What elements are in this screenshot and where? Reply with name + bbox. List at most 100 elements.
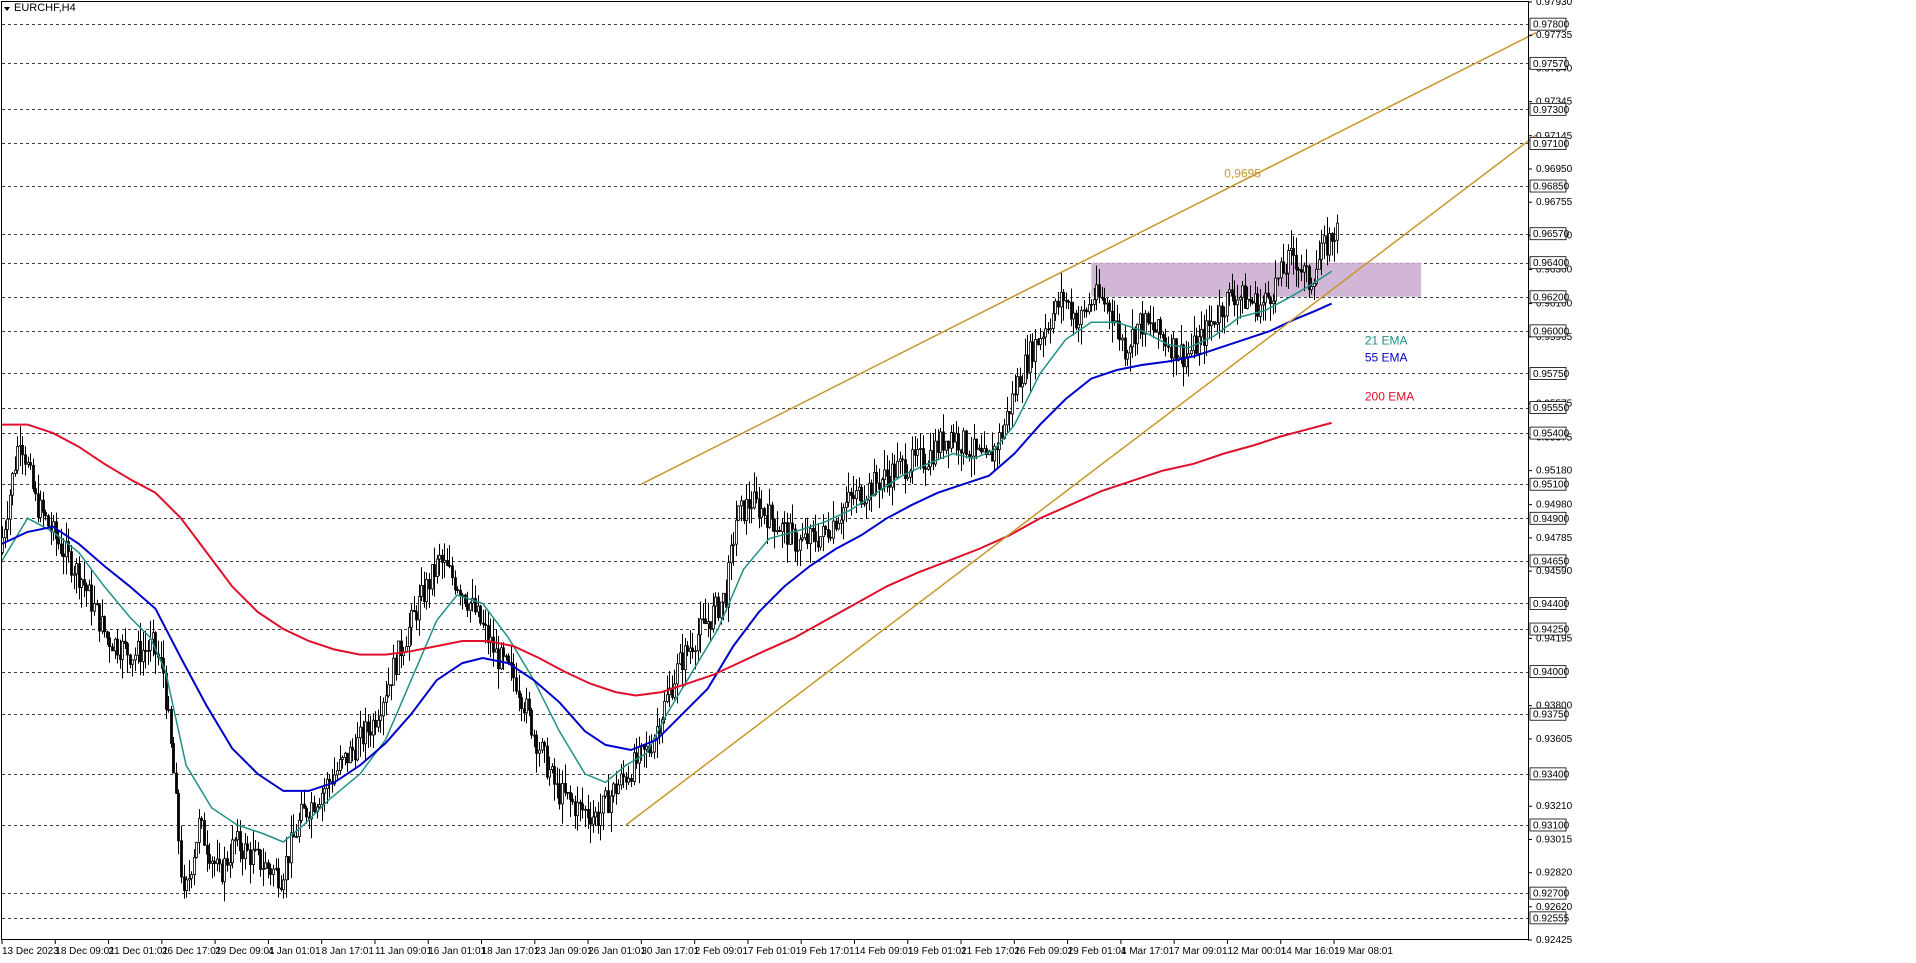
time-tick-label: 7 Mar 09:01 [1174,946,1228,957]
candlesticks [1,214,1339,902]
candle-body [223,858,226,883]
candle-body [610,795,613,814]
candle-body [1072,312,1075,320]
candle-body [520,697,523,710]
trend-channel [625,32,1537,826]
price-level-tag [1529,597,1567,610]
price-level-tag-label: 0.95750 [1533,369,1570,380]
candle-body [922,448,925,469]
candle-body [837,522,840,530]
candle-body [1315,268,1318,284]
candle-body [1241,285,1244,298]
candle-body [47,515,50,527]
channel-line [625,134,1537,826]
candle-body [303,803,306,809]
candle-body [356,737,359,761]
candle-body [584,808,587,811]
candle-body [62,553,65,558]
candle-body [229,862,232,866]
candle-body [546,745,549,778]
candle-body [709,621,712,630]
candle-body [942,431,945,451]
price-tick-label: 0.93015 [1536,834,1573,845]
candle-body [1182,344,1185,368]
candle-body [502,647,505,657]
candle-body [75,563,78,575]
candle-body [349,746,352,764]
candle-body [333,774,336,785]
price-level-tag-label: 0.93750 [1533,710,1570,721]
candle-body [607,790,610,814]
candle-body [170,708,173,744]
candle-body [1162,334,1165,339]
symbol-title: EURCHF,H4 [14,2,76,14]
candle-body [1308,265,1311,291]
candle-body [975,438,978,450]
price-level-tag [1529,511,1567,525]
candle-body [425,579,428,603]
candle-body [633,752,636,782]
candle-body [783,522,786,525]
candle-body [1228,289,1231,294]
candle-body [466,603,469,611]
dropdown-triangle-icon[interactable] [4,7,10,11]
candle-body [1054,300,1057,315]
price-level-tag [1529,554,1567,568]
ema-line [1,302,1333,792]
candle-body [1223,315,1226,318]
candle-body [116,638,119,656]
candle-body [379,715,382,721]
time-tick-label: 18 Dec 09:01 [55,946,115,957]
symbol-header[interactable]: EURCHF,H4 [4,2,76,14]
candle-body [29,462,32,466]
candle-body [1231,289,1234,297]
candle-body [1318,259,1321,270]
candle-body [581,803,584,811]
candle-body [863,502,866,505]
candle-body [753,491,756,509]
candle-body [487,625,490,643]
candle-body [167,708,170,711]
candle-body [339,759,342,771]
candle-body [323,788,326,794]
candle-body [1264,292,1267,304]
candle-body [1052,313,1055,329]
candle-body [142,649,145,663]
time-tick-label: 23 Jan 09:01 [535,946,593,957]
candle-body [1070,301,1073,320]
candle-body [645,745,648,750]
candle-body [42,499,45,513]
candle-body [796,549,799,552]
candle-body [745,499,748,521]
price-level-tag-label: 0.96570 [1533,229,1570,240]
candle-body [318,804,321,808]
candle-body [694,650,697,653]
price-axis[interactable]: 0.979300.977350.975400.973450.971450.969… [1528,0,1573,946]
candle-body [727,562,730,608]
candle-body [231,839,234,864]
time-tick-label: 26 Jan 01:01 [588,946,646,957]
candle-body [44,512,47,517]
candle-body [1077,324,1080,329]
candle-body [929,450,932,468]
candle-body [415,611,418,621]
candle-body [78,563,81,588]
candle-body [911,449,914,472]
candle-body [518,690,521,698]
price-tick-label: 0.92620 [1536,902,1573,913]
candle-body [328,779,331,783]
candle-body [985,448,988,456]
price-level-tag [1529,324,1567,338]
price-level-tag-label: 0.94650 [1533,556,1570,567]
candle-body [993,445,996,462]
candle-body [269,868,272,875]
resistance-zone-layer [1091,262,1422,297]
candle-body [420,584,423,597]
candle-body [566,792,569,794]
time-tick-label: 4 Jan 01:01 [268,946,321,957]
candle-body [512,663,515,679]
candle-body [1042,336,1045,339]
time-tick-label: 14 Mar 16:01 [1281,946,1340,957]
